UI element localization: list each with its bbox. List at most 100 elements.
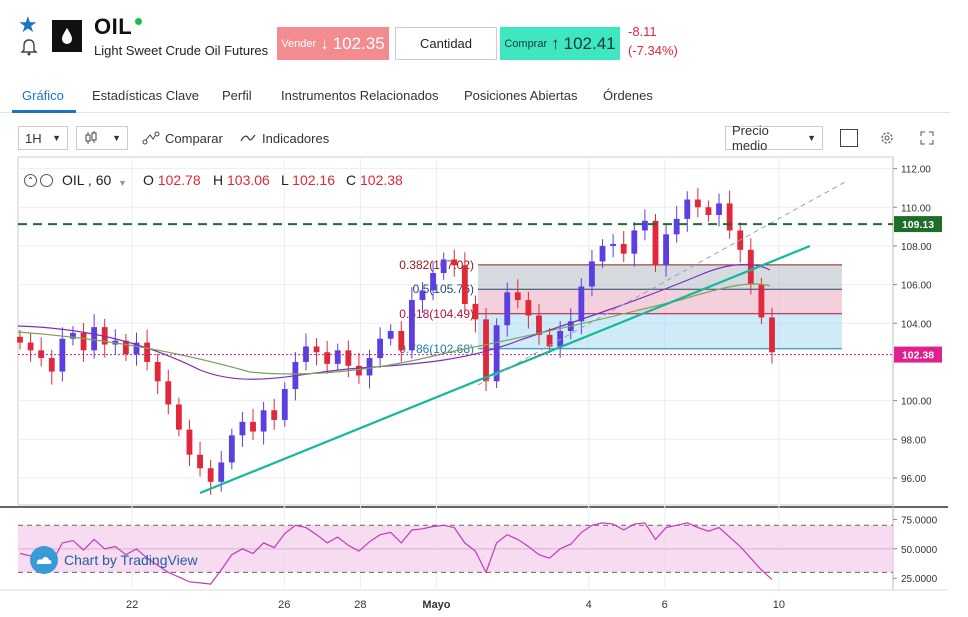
candles-icon — [85, 131, 97, 144]
candle-body — [144, 342, 151, 362]
snapshot-checkbox[interactable] — [840, 129, 858, 147]
legend-controls[interactable]: ⌃ — [24, 174, 53, 187]
candle-body — [80, 332, 87, 351]
time-tick-label: 26 — [278, 599, 290, 611]
time-tick-label: 28 — [354, 599, 366, 611]
timeframe-select[interactable]: 1H ▼ — [18, 126, 68, 150]
fib-level-label: 0.5(105.76) — [413, 282, 474, 296]
candle-body — [17, 336, 23, 343]
tab-grafico[interactable]: Gráfico — [22, 88, 64, 103]
settings-small-icon[interactable] — [40, 174, 53, 187]
fullscreen-icon[interactable] — [920, 131, 934, 145]
chevron-down-icon[interactable]: ▼ — [118, 178, 127, 188]
legend-low: L 102.16 — [281, 172, 335, 188]
price-change: -8.11 (-7.34%) — [628, 22, 678, 60]
price-axis: 112.00 110.00 108.00 106.00 104.00 100.00 98.0… — [893, 165, 942, 485]
indicators-label: Indicadores — [262, 130, 330, 146]
fib-zone — [478, 264, 842, 290]
time-tick-label: 22 — [126, 599, 138, 611]
legend-low-value: 102.16 — [292, 172, 335, 188]
candle-body — [250, 421, 256, 432]
collapse-icon[interactable]: ⌃ — [24, 174, 37, 187]
candle-body — [91, 327, 98, 351]
legend-open: O 102.78 — [143, 172, 201, 188]
price-tick-label: 110.00 — [901, 203, 931, 214]
candle-body — [461, 265, 468, 304]
candle-body — [48, 358, 55, 372]
price-type-select[interactable]: Precio medio ▼ — [725, 123, 823, 153]
candle-body — [599, 245, 606, 262]
candle-body — [207, 468, 214, 482]
legend-close: C 102.38 — [346, 172, 403, 188]
star-icon[interactable]: ★ — [18, 12, 38, 37]
chart-overlays — [17, 181, 893, 495]
buy-price: 102.41 — [563, 33, 616, 53]
symbol: OIL — [94, 14, 133, 39]
chart-type-select[interactable]: ▼ — [76, 126, 128, 150]
rsi-tick-label: 25.0000 — [901, 574, 938, 585]
tab-estadisticas-clave[interactable]: Estadísticas Clave — [92, 88, 199, 103]
tab-posiciones-abiertas[interactable]: Posiciones Abiertas — [464, 88, 578, 103]
instrument-name: Light Sweet Crude Oil Futures — [94, 43, 269, 58]
candle-body — [334, 350, 341, 364]
price-chart[interactable]: 0.382(107.02)0.5(105.76)0.618(104.49)0.7… — [0, 156, 948, 617]
candle-body — [387, 331, 394, 339]
timeframe-value: 1H — [25, 130, 42, 146]
time-tick-label: 4 — [586, 599, 592, 611]
tab-ordenes[interactable]: Órdenes — [603, 88, 653, 103]
chevron-down-icon: ▼ — [52, 133, 61, 143]
candle-body — [578, 286, 585, 322]
legend-low-label: L — [281, 172, 289, 188]
candle-body — [747, 249, 754, 285]
buy-arrow-icon: ↑ — [551, 33, 560, 53]
candle-body — [610, 244, 617, 246]
tab-perfil[interactable]: Perfil — [222, 88, 252, 103]
sell-button[interactable]: Vender ↓ 102.35 — [277, 27, 389, 60]
candle-body — [525, 300, 532, 316]
sell-arrow-icon: ↓ — [320, 33, 329, 53]
candle-body — [705, 207, 712, 215]
candle-body — [228, 435, 235, 463]
candle-body — [493, 325, 500, 382]
chevron-down-icon: ▼ — [807, 133, 816, 143]
candle-body — [313, 346, 320, 353]
candle-body — [631, 230, 638, 254]
candle-body — [451, 259, 458, 266]
legend-high-value: 103.06 — [227, 172, 270, 188]
candle-body — [133, 342, 140, 355]
candle-body — [536, 315, 542, 335]
candle-body — [398, 331, 405, 351]
quantity-input[interactable]: Cantidad — [395, 27, 497, 60]
candle-body — [430, 273, 436, 291]
tab-instrumentos-relacionados[interactable]: Instrumentos Relacionados — [281, 88, 439, 103]
bell-icon[interactable] — [20, 38, 38, 56]
indicators-button[interactable]: Indicadores — [240, 126, 329, 150]
fibonacci-retracement: 0.382(107.02)0.5(105.76)0.618(104.49)0.7… — [399, 258, 842, 356]
candle-body — [483, 319, 489, 382]
level-price-badge — [894, 216, 942, 233]
legend-close-value: 102.38 — [360, 172, 403, 188]
fib-zone — [478, 289, 842, 314]
last-price-badge — [894, 346, 942, 363]
active-tab-indicator — [12, 110, 76, 113]
gear-icon[interactable] — [879, 130, 895, 146]
moving-average-slow — [17, 283, 771, 375]
level-price-label: 109.13 — [902, 219, 934, 231]
last-price-label: 102.38 — [902, 350, 934, 362]
indicators-icon — [240, 134, 256, 142]
candle-body — [175, 404, 182, 430]
legend-open-value: 102.78 — [157, 172, 201, 188]
candle-body — [557, 331, 564, 347]
time-tick-label: 10 — [773, 599, 785, 611]
candle-body — [694, 199, 701, 208]
candle-body — [356, 365, 362, 376]
candle-body — [59, 338, 66, 372]
candle-body — [663, 234, 669, 266]
price-type-value: Precio medio — [732, 123, 769, 153]
parallel-channel-line — [477, 181, 846, 386]
candle-body — [324, 352, 331, 364]
compare-label: Comparar — [165, 130, 223, 146]
tradingview-watermark[interactable]: Chart by TradingView — [30, 546, 198, 574]
buy-button[interactable]: Comprar ↑ 102.41 — [500, 27, 620, 60]
compare-button[interactable]: Comparar — [142, 126, 223, 150]
